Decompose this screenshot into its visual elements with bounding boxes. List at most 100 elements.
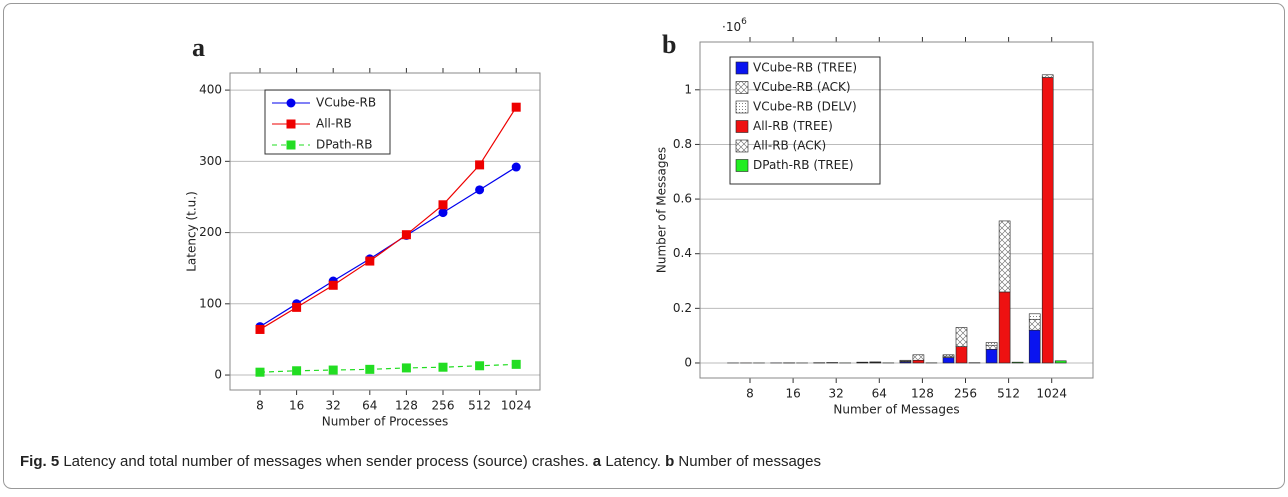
x-tick-label: 16 — [785, 387, 800, 401]
legend-swatch — [736, 101, 748, 113]
panel-label: b — [662, 30, 676, 59]
x-axis-label: Number of Messages — [833, 403, 959, 417]
legend-label: DPath-RB — [316, 138, 373, 152]
legend-label: VCube-RB (ACK) — [753, 80, 851, 94]
point — [256, 368, 265, 377]
y-tick-label: 0.4 — [673, 246, 692, 260]
y-tick-label: 100 — [199, 296, 222, 310]
y-tick-label: 400 — [199, 83, 222, 97]
bar-segment — [870, 362, 881, 363]
bar-segment — [1012, 362, 1023, 363]
x-tick-label: 16 — [289, 399, 304, 413]
point — [475, 185, 484, 194]
x-tick-label: 1024 — [501, 399, 532, 413]
x-tick-label: 512 — [468, 399, 491, 413]
legend-swatch — [736, 121, 748, 133]
bar-segment — [956, 327, 967, 346]
point — [287, 99, 296, 108]
x-tick-label: 8 — [746, 387, 754, 401]
bar-segment — [1029, 314, 1040, 319]
panel-label: a — [192, 33, 205, 62]
y-axis-label: Number of Messages — [655, 147, 669, 273]
y-multiplier-exponent: 6 — [741, 17, 747, 27]
bar-segment — [1029, 319, 1040, 330]
bar-segment — [999, 292, 1010, 363]
y-tick-label: 1 — [684, 82, 692, 96]
caption-b: b — [665, 453, 674, 470]
point — [292, 366, 301, 375]
line — [260, 107, 516, 329]
bar-segment — [1055, 361, 1066, 363]
point — [329, 366, 338, 375]
x-tick-label: 1024 — [1036, 387, 1067, 401]
y-tick-label: 300 — [199, 154, 222, 168]
legend-label: VCube-RB (TREE) — [753, 61, 857, 75]
y-tick-label: 0 — [684, 355, 692, 369]
bar-segment — [913, 360, 924, 363]
legend-swatch — [736, 140, 748, 152]
legend-label: All-RB (TREE) — [753, 119, 833, 133]
point — [365, 365, 374, 374]
caption-text: Latency and total number of messages whe… — [63, 453, 588, 470]
bar-segment — [913, 355, 924, 360]
point — [287, 120, 296, 129]
point — [475, 160, 484, 169]
point — [475, 361, 484, 370]
x-tick-label: 64 — [872, 387, 887, 401]
point — [512, 360, 521, 369]
bar-segment — [986, 345, 997, 349]
bar-segment — [986, 349, 997, 363]
y-tick-label: 0.2 — [673, 301, 692, 315]
point — [365, 257, 374, 266]
point — [402, 230, 411, 239]
legend-swatch — [736, 160, 748, 172]
bar-segment — [943, 355, 954, 356]
x-tick-label: 32 — [326, 399, 341, 413]
point — [512, 163, 521, 172]
bar-segment — [956, 347, 967, 363]
point — [256, 325, 265, 334]
legend-label: All-RB — [316, 117, 352, 131]
x-tick-label: 32 — [829, 387, 844, 401]
y-tick-label: 0.6 — [673, 192, 692, 206]
x-tick-label: 128 — [395, 399, 418, 413]
legend-label: VCube-RB (DELV) — [753, 100, 857, 114]
bar-segment — [1042, 75, 1053, 78]
point — [329, 281, 338, 290]
x-tick-label: 8 — [256, 399, 264, 413]
legend-swatch — [736, 62, 748, 74]
x-tick-label: 512 — [997, 387, 1020, 401]
bar-segment — [1042, 78, 1053, 363]
y-tick-label: 200 — [199, 225, 222, 239]
point — [439, 200, 448, 209]
point — [439, 208, 448, 217]
point — [512, 103, 521, 112]
x-tick-label: 256 — [954, 387, 977, 401]
x-tick-label: 128 — [911, 387, 934, 401]
point — [287, 141, 296, 150]
point — [402, 363, 411, 372]
legend-label: All-RB (ACK) — [753, 139, 826, 153]
bar-segment — [986, 342, 997, 345]
x-tick-label: 64 — [362, 399, 377, 413]
y-tick-label: 0 — [214, 368, 222, 382]
legend-label: VCube-RB — [316, 96, 376, 110]
y-multiplier-base: ·10 — [722, 20, 741, 34]
bar-segment — [943, 358, 954, 363]
caption-b-text: Number of messages — [678, 453, 821, 470]
plot-frame — [230, 73, 540, 390]
point — [439, 363, 448, 372]
y-multiplier: ·106 — [722, 17, 747, 34]
caption: Fig. 5 Latency and total number of messa… — [20, 453, 821, 470]
point — [292, 303, 301, 312]
bar-segment — [999, 221, 1010, 292]
bar-segment — [900, 360, 911, 361]
x-tick-label: 256 — [432, 399, 455, 413]
legend-label: DPath-RB (TREE) — [753, 158, 854, 172]
legend-swatch — [736, 82, 748, 94]
x-axis-label: Number of Processes — [322, 415, 449, 429]
bar-segment — [1029, 330, 1040, 363]
caption-a: a — [593, 453, 602, 470]
y-tick-label: 0.8 — [673, 137, 692, 151]
